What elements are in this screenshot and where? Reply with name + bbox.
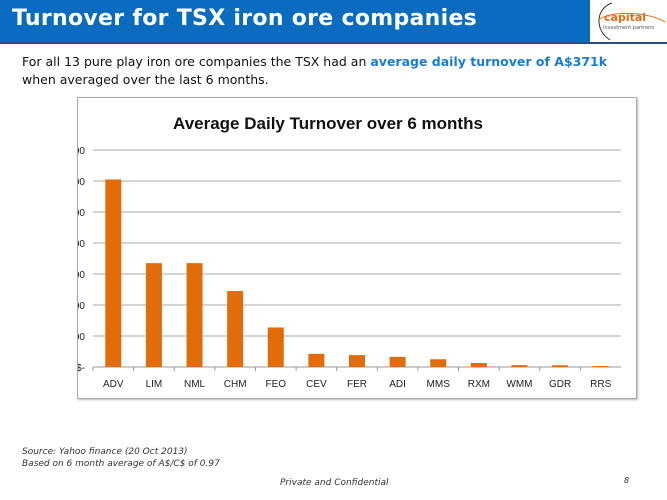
x-tick-label: RXM (468, 379, 490, 390)
y-tick-label: $100,000 (78, 208, 85, 219)
bar-feo (267, 327, 284, 367)
y-tick-label: $20,000 (78, 332, 85, 343)
page-number: 8 (624, 476, 630, 485)
chart-title: Average Daily Turnover over 6 months (173, 114, 483, 133)
y-tick-label: $120,000 (78, 177, 85, 188)
title-bar: Turnover for TSX iron ore companies capi… (0, 0, 667, 44)
intro-part: For all 13 pure play iron ore companies … (22, 54, 371, 69)
bar-lim (145, 263, 162, 367)
bar-adi (389, 356, 406, 367)
y-tick-label: $140,000 (78, 146, 85, 157)
bar-wmm (511, 365, 528, 367)
bar-chm (227, 291, 244, 367)
logo-subtext: investment partners (603, 25, 654, 31)
x-tick-label: GDR (549, 379, 571, 390)
intro-text: For all 13 pure play iron ore companies … (22, 53, 642, 89)
x-tick-label: FER (347, 379, 367, 390)
x-tick-label: LIM (146, 379, 163, 390)
y-tick-label: $40,000 (78, 301, 85, 312)
x-tick-label: FEO (265, 379, 286, 390)
bar-fer (349, 355, 365, 367)
y-tick-label: $80,000 (78, 239, 85, 250)
source-text: Source: Yahoo finance (20 Oct 2013) (22, 447, 188, 457)
x-tick-label: ADV (103, 379, 124, 390)
bar-cev (308, 353, 325, 367)
slide-title: Turnover for TSX iron ore companies (12, 6, 478, 31)
x-tick-label: CHM (224, 379, 247, 390)
fx-note: Based on 6 month average of A$/C$ of 0.9… (22, 459, 220, 469)
y-tick-label: $60,000 (78, 270, 85, 281)
bar-mms (430, 359, 447, 367)
chart-svg: Average Daily Turnover over 6 months $- $… (43, 114, 621, 390)
x-tick-label: NML (184, 379, 206, 390)
bar-rrs (592, 366, 609, 367)
intro-part: when averaged over the last 6 months. (22, 72, 269, 87)
source-notes: Source: Yahoo finance (20 Oct 2013) Base… (22, 446, 220, 470)
x-tick-label: ADI (389, 379, 406, 390)
intro-highlight: average daily turnover of A$371k (370, 54, 608, 69)
bar-gdr (552, 365, 569, 367)
bar-adv (105, 179, 122, 367)
x-tick-label: MMS (427, 379, 451, 390)
x-tick-label: RRS (590, 379, 611, 390)
x-tick-label: WMM (506, 379, 532, 390)
bar-nml (186, 263, 203, 367)
logo-text: capital (604, 11, 647, 24)
bar-rxm (470, 362, 487, 367)
company-logo: capital investment partners (590, 0, 667, 42)
chart: Average Daily Turnover over 6 months $- $… (43, 97, 637, 399)
x-tick-label: CEV (306, 379, 327, 390)
footer-confidential: Private and Confidential (280, 478, 389, 488)
y-tick-label: $- (78, 363, 85, 374)
